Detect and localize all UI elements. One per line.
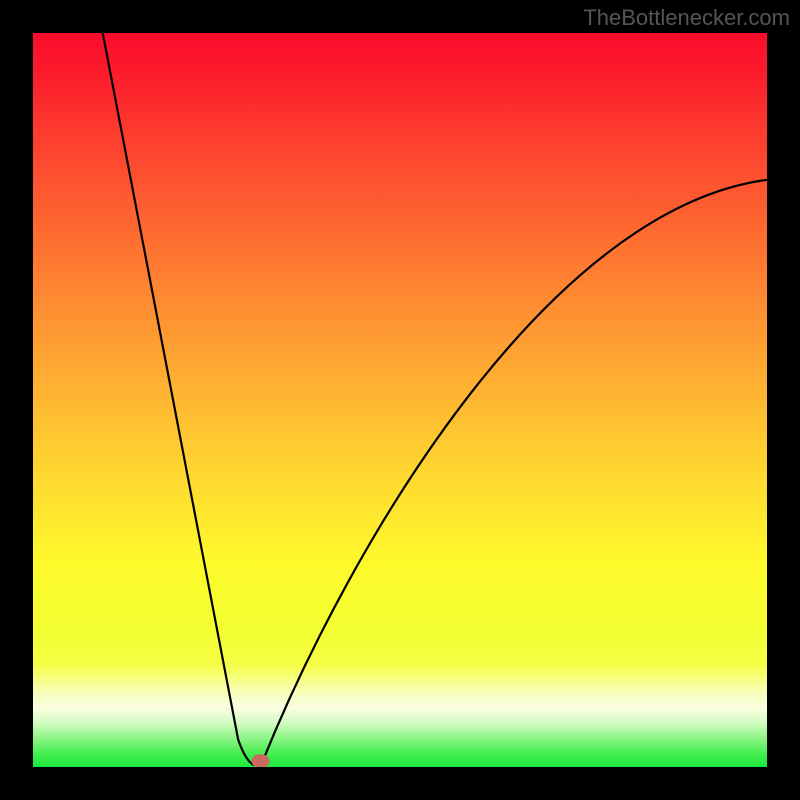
- optimum-marker: [252, 754, 270, 767]
- watermark-text: TheBottlenecker.com: [583, 5, 790, 31]
- curve-layer: [33, 33, 767, 767]
- bottleneck-curve: [103, 33, 767, 765]
- plot-area: [33, 33, 767, 767]
